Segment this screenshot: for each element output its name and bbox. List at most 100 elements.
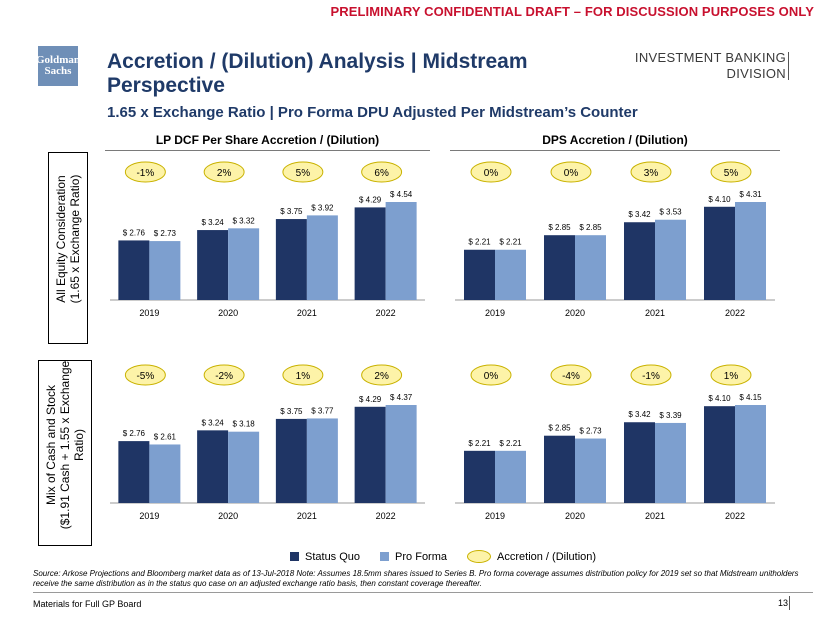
chart-top-right: $ 2.21 $ 2.21 2019 0% $ 2.85 $ 2.85 2020 0% $ 3.… (455, 161, 775, 318)
accretion-label: -5% (136, 371, 154, 382)
top-row-label: All Equity Consideration (1.65 x Exchang… (54, 144, 82, 334)
pro-forma-bar (655, 219, 686, 300)
status-quo-data-label: $ 2.76 (123, 429, 146, 438)
x-tick-label: 2019 (485, 308, 505, 318)
status-quo-data-label: $ 2.21 (468, 238, 491, 247)
pro-forma-data-label: $ 3.39 (659, 411, 682, 420)
page-number-divider (789, 596, 790, 610)
accretion-bubble (550, 364, 592, 386)
x-tick-label: 2021 (645, 308, 665, 318)
goldman-sachs-logo: Goldman Sachs (36, 46, 81, 86)
chart-bottom-right: $ 2.21 $ 2.21 2019 0% $ 2.85 $ 2.73 2020 -4% $ 3… (455, 364, 775, 521)
legend: Status Quo Pro Forma Accretion / (Diluti… (290, 550, 596, 563)
pro-forma-bar (385, 202, 417, 300)
left-header-rule (105, 150, 430, 151)
left-panel-header: LP DCF Per Share Accretion / (Dilution) (155, 133, 380, 147)
accretion-bubble (282, 364, 324, 386)
legend-accretion-swatch (467, 550, 492, 563)
pro-forma-bar (306, 215, 338, 300)
accretion-label: 1% (296, 371, 311, 382)
accretion-label: 0% (484, 371, 499, 382)
status-quo-data-label: $ 3.75 (280, 207, 303, 216)
division-line-2: DIVISION (726, 66, 786, 81)
accretion-label: -1% (642, 371, 660, 382)
pro-forma-bar (735, 202, 766, 300)
pro-forma-data-label: $ 2.73 (579, 427, 602, 436)
footer-rule (33, 592, 813, 593)
status-quo-data-label: $ 3.42 (628, 410, 651, 419)
status-quo-data-label: $ 4.29 (359, 195, 382, 204)
logo-line-2: Sachs (44, 65, 72, 77)
status-quo-data-label: $ 2.85 (548, 424, 571, 433)
accretion-label: 1% (724, 371, 739, 382)
accretion-label: 5% (724, 168, 739, 179)
accretion-label: -1% (136, 168, 154, 179)
accretion-bubble (630, 364, 672, 386)
accretion-label: 2% (374, 371, 389, 382)
status-quo-data-label: $ 4.10 (708, 394, 731, 403)
pro-forma-data-label: $ 2.21 (499, 238, 522, 247)
legend-pro-forma-swatch (380, 552, 390, 561)
pro-forma-bar (495, 249, 526, 300)
status-quo-bar (354, 207, 386, 300)
status-quo-bar (544, 435, 575, 503)
bottom-row-label: Mix of Cash and Stock ($1.91 Cash + 1.55… (44, 353, 86, 537)
x-tick-label: 2020 (218, 308, 238, 318)
accretion-bubble (282, 161, 324, 183)
accretion-bubble (361, 364, 403, 386)
accretion-label: -2% (215, 371, 233, 382)
status-quo-data-label: $ 2.21 (468, 439, 491, 448)
accretion-bubble (710, 364, 752, 386)
x-tick-label: 2022 (376, 308, 396, 318)
pro-forma-bar (306, 418, 338, 503)
x-tick-label: 2019 (485, 511, 505, 521)
status-quo-data-label: $ 4.29 (359, 395, 382, 404)
x-tick-label: 2019 (139, 511, 159, 521)
division-line-1: INVESTMENT BANKING (634, 50, 786, 65)
status-quo-bar (464, 450, 495, 503)
status-quo-data-label: $ 4.10 (708, 195, 731, 204)
chart-top-left: $ 2.76 $ 2.73 2019 -1% $ 3.24 $ 3.32 2020 2% $ 3… (110, 161, 425, 318)
x-tick-label: 2022 (725, 308, 745, 318)
accretion-bubble (361, 161, 403, 183)
footer-text: Materials for Full GP Board (33, 599, 142, 609)
top-row-label-box: All Equity Consideration (1.65 x Exchang… (48, 152, 88, 344)
accretion-bubble (470, 161, 512, 183)
pro-forma-data-label: $ 4.31 (739, 190, 762, 199)
bottom-row-label-line-1: Mix of Cash and Stock (44, 384, 58, 506)
x-tick-label: 2020 (218, 511, 238, 521)
confidential-banner: PRELIMINARY CONFIDENTIAL DRAFT – FOR DIS… (330, 4, 814, 19)
accretion-label: 6% (374, 168, 389, 179)
pro-forma-bar (228, 431, 260, 503)
accretion-bubble (630, 161, 672, 183)
pro-forma-data-label: $ 2.21 (499, 439, 522, 448)
x-tick-label: 2021 (645, 511, 665, 521)
status-quo-data-label: $ 3.24 (202, 418, 225, 427)
status-quo-bar (624, 222, 655, 300)
pro-forma-bar (495, 450, 526, 503)
accretion-label: 5% (296, 168, 311, 179)
status-quo-data-label: $ 3.75 (280, 407, 303, 416)
logo-line-1: Goldman (36, 54, 81, 66)
pro-forma-data-label: $ 3.32 (233, 216, 256, 225)
pro-forma-data-label: $ 3.18 (233, 420, 256, 429)
page-number: 13 (778, 598, 789, 608)
accretion-bubble (550, 161, 592, 183)
pro-forma-data-label: $ 4.15 (739, 393, 762, 402)
status-quo-data-label: $ 3.24 (202, 218, 225, 227)
accretion-label: 2% (217, 168, 232, 179)
pro-forma-bar (575, 235, 606, 300)
pro-forma-data-label: $ 2.85 (579, 223, 602, 232)
page-subtitle: 1.65 x Exchange Ratio | Pro Forma DPU Ad… (107, 104, 638, 121)
x-tick-label: 2020 (565, 308, 585, 318)
x-tick-label: 2020 (565, 511, 585, 521)
x-tick-label: 2021 (297, 511, 317, 521)
pro-forma-data-label: $ 3.53 (659, 208, 682, 217)
status-quo-bar (354, 406, 386, 503)
pro-forma-bar (735, 405, 766, 503)
pro-forma-data-label: $ 4.54 (390, 190, 413, 199)
pro-forma-bar (385, 405, 417, 503)
x-tick-label: 2019 (139, 308, 159, 318)
accretion-bubble (470, 364, 512, 386)
x-tick-label: 2021 (297, 308, 317, 318)
